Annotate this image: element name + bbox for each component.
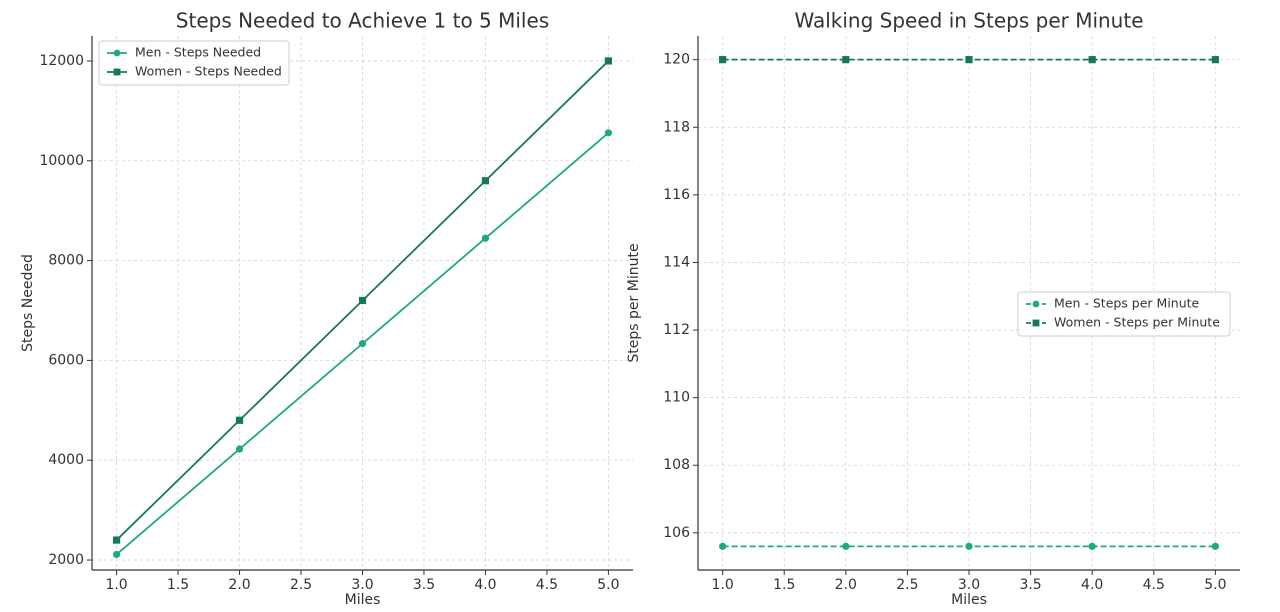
legend-label: Women - Steps per Minute — [1054, 315, 1220, 330]
x-tick-label: 3.0 — [351, 577, 373, 593]
x-tick-label: 3.0 — [958, 577, 980, 593]
x-tick-label: 1.5 — [773, 577, 795, 593]
data-point — [235, 445, 244, 453]
x-tick-label: 1.5 — [167, 577, 189, 593]
data-point — [1088, 542, 1096, 550]
legend-marker — [113, 68, 121, 76]
data-point — [842, 56, 850, 64]
y-tick-label: 108 — [663, 457, 690, 473]
chart-title: Steps Needed to Achieve 1 to 5 Miles — [176, 9, 549, 33]
data-point — [358, 296, 367, 305]
x-tick-label: 1.0 — [712, 577, 734, 593]
y-tick-label: 8000 — [48, 253, 84, 269]
data-point — [112, 536, 121, 544]
y-tick-label: 118 — [663, 119, 690, 135]
data-point — [112, 550, 121, 559]
data-point — [235, 416, 244, 424]
y-tick-label: 4000 — [48, 452, 84, 468]
data-point — [604, 57, 613, 65]
series-women — [112, 57, 613, 544]
x-tick-label: 2.0 — [228, 577, 250, 593]
y-axis-label: Steps Needed — [20, 254, 36, 352]
y-axis-label: Steps per Minute — [626, 243, 642, 362]
data-point — [481, 177, 490, 185]
x-tick-label: 5.0 — [597, 577, 619, 593]
x-tick-label: 5.0 — [1204, 577, 1226, 593]
x-tick-label: 4.5 — [1143, 577, 1165, 593]
x-tick-label: 1.0 — [105, 577, 127, 593]
legend-box — [98, 40, 290, 86]
y-tick-label: 106 — [663, 525, 690, 541]
data-point — [965, 56, 973, 64]
legend-entry: Women - Steps Needed — [107, 64, 282, 79]
x-axis-label: Miles — [345, 592, 381, 608]
data-point — [1211, 542, 1219, 550]
data-point — [481, 234, 490, 242]
legend-label: Women - Steps Needed — [135, 64, 282, 79]
legend-marker — [113, 49, 121, 57]
legend: Men - Steps per Minute Women - Steps per … — [1017, 291, 1231, 337]
data-point — [1211, 56, 1219, 64]
series-men — [719, 542, 1219, 550]
x-tick-label: 3.5 — [413, 577, 435, 593]
x-tick-label: 4.0 — [474, 577, 496, 593]
y-tick-label: 114 — [663, 254, 690, 270]
legend-label: Men - Steps per Minute — [1054, 296, 1200, 311]
x-tick-label: 2.5 — [290, 577, 312, 593]
x-axis-label: Miles — [951, 592, 987, 608]
x-tick-label: 3.5 — [1019, 577, 1041, 593]
y-tick-label: 120 — [663, 52, 690, 68]
data-point — [604, 129, 613, 137]
x-tick-label: 2.0 — [835, 577, 857, 593]
data-point — [719, 56, 727, 64]
walking-speed-chart: 1.0 1.5 2.0 2.5 3.0 3.5 4.0 4.5 5.0 106 108 110 112 1… — [626, 9, 1240, 608]
steps-needed-chart: 1.0 1.5 2.0 2.5 3.0 3.5 4.0 4.5 5.0 2000 4000 6000 8… — [20, 9, 633, 608]
legend: Men - Steps Needed Women - Steps Needed — [98, 40, 290, 86]
legend-marker — [1032, 319, 1040, 327]
legend-entry: Men - Steps per Minute — [1026, 296, 1200, 311]
data-point — [719, 542, 727, 550]
y-tick-label: 12000 — [39, 53, 84, 69]
y-tick-label: 116 — [663, 187, 690, 203]
x-tick-label: 4.5 — [536, 577, 558, 593]
legend-box — [1017, 291, 1231, 337]
y-tick-label: 10000 — [39, 153, 84, 169]
y-tick-label: 112 — [663, 322, 690, 338]
legend-marker — [1032, 300, 1040, 308]
data-point — [358, 340, 367, 348]
data-point — [965, 542, 973, 550]
x-tick-label: 2.5 — [896, 577, 918, 593]
y-tick-label: 6000 — [48, 352, 84, 368]
legend-entry: Women - Steps per Minute — [1026, 315, 1220, 330]
data-point — [1088, 56, 1096, 64]
series-men — [112, 129, 613, 559]
x-tick-label: 4.0 — [1081, 577, 1103, 593]
chart-title: Walking Speed in Steps per Minute — [794, 9, 1143, 33]
y-tick-label: 110 — [663, 390, 690, 406]
series-women — [719, 56, 1219, 64]
y-tick-label: 2000 — [48, 552, 84, 568]
legend-entry: Men - Steps Needed — [107, 45, 261, 60]
data-point — [842, 542, 850, 550]
legend-label: Men - Steps Needed — [135, 45, 261, 60]
